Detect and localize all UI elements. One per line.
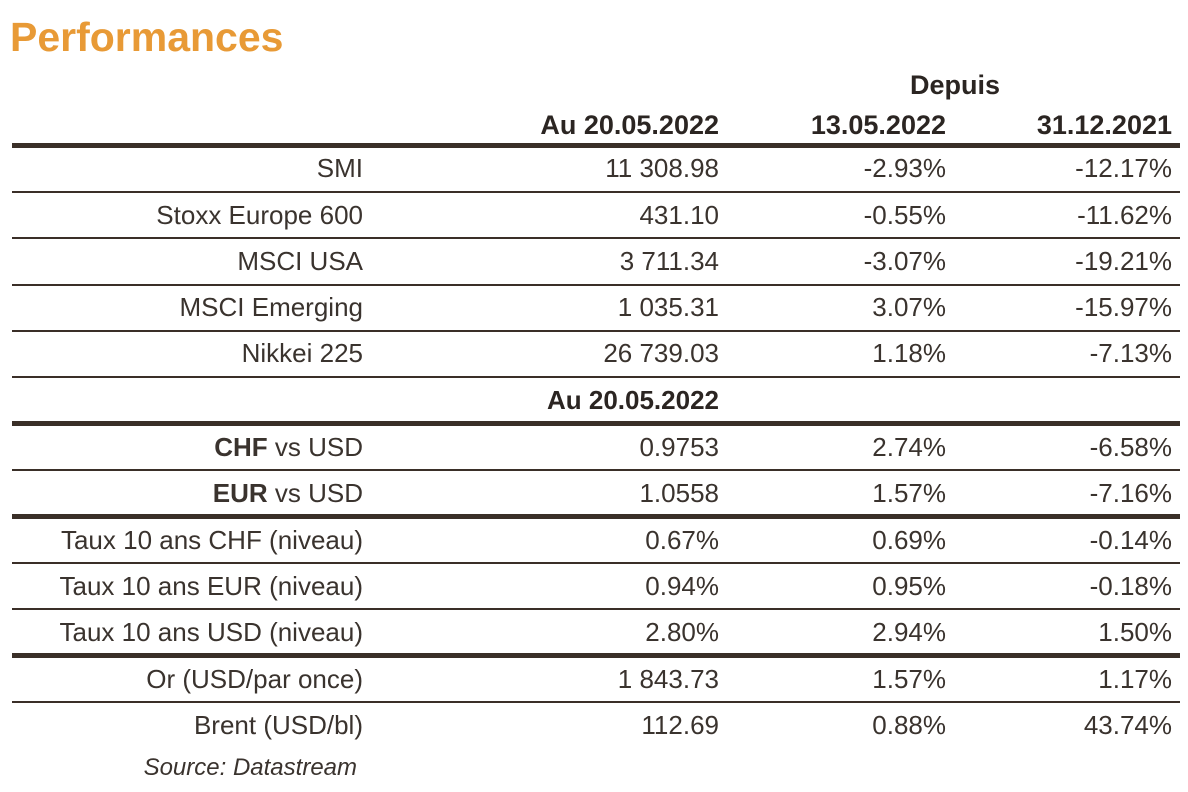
row-week: 0.69%	[872, 525, 946, 555]
row-ytd: 43.74%	[1083, 710, 1172, 740]
row-current: 112.69	[641, 710, 719, 740]
row-label: Taux 10 ans CHF (niveau)	[60, 525, 363, 555]
rule	[12, 701, 1180, 703]
row-ytd: -11.62%	[1077, 200, 1172, 230]
rule	[12, 284, 1180, 286]
rule-section	[12, 514, 1180, 519]
row-ytd: -6.58%	[1089, 432, 1172, 462]
row-week: 1.57%	[872, 664, 946, 694]
rule	[12, 562, 1180, 564]
rule-section	[12, 421, 1180, 426]
row-week: 0.95%	[872, 571, 946, 601]
header-col-ytd: 31.12.2021	[1036, 110, 1172, 140]
row-current: 0.94%	[645, 571, 719, 601]
row-label: Brent (USD/bl)	[193, 710, 363, 740]
rule	[12, 191, 1180, 193]
row-ytd: -7.16%	[1089, 478, 1172, 508]
row-current: 431.10	[639, 200, 719, 230]
header-col-current: Au 20.05.2022	[540, 110, 719, 140]
row-week: 3.07%	[872, 292, 946, 322]
row-current: 11 308.98	[605, 153, 719, 183]
row-label: MSCI USA	[237, 246, 363, 276]
row-week: -3.07%	[863, 246, 946, 276]
rule	[12, 330, 1180, 332]
row-ytd: -0.14%	[1089, 525, 1172, 555]
row-week: 2.94%	[872, 617, 946, 647]
row-current: 1.0558	[639, 478, 719, 508]
row-label: CHF vs USD	[12, 424, 363, 470]
row-label: Nikkei 225	[241, 338, 363, 368]
page-title: Performances	[10, 14, 284, 60]
row-current: 1 843.73	[617, 664, 719, 694]
row-week: 0.88%	[872, 710, 946, 740]
row-label: Or (USD/par once)	[146, 664, 363, 694]
currency-code: EUR	[212, 478, 268, 508]
row-label: EUR vs USD	[12, 470, 363, 516]
row-ytd: -19.21%	[1075, 246, 1172, 276]
row-ytd: -12.17%	[1075, 153, 1172, 183]
currency-code: CHF	[214, 432, 268, 462]
rule	[12, 237, 1180, 239]
row-current: 3 711.34	[619, 246, 719, 276]
row-current: 0.67%	[645, 525, 719, 555]
row-label: Stoxx Europe 600	[156, 200, 363, 230]
row-label: MSCI Emerging	[179, 292, 364, 322]
row-current: 2.80%	[645, 617, 719, 647]
row-label: Taux 10 ans USD (niveau)	[59, 617, 363, 647]
row-week: -2.93%	[863, 153, 946, 183]
row-week: 1.57%	[872, 478, 946, 508]
rule-section	[12, 653, 1180, 658]
rule	[12, 469, 1180, 471]
row-ytd: -0.18%	[1089, 571, 1172, 601]
row-current: 1 035.31	[617, 292, 719, 322]
row-week: -0.55%	[863, 200, 946, 230]
row-ytd: 1.50%	[1098, 617, 1172, 647]
row-label: SMI	[316, 153, 363, 183]
row-current: 0.9753	[639, 432, 719, 462]
header-depuis: Depuis	[909, 70, 1000, 100]
row-ytd: -15.97%	[1075, 292, 1172, 322]
row-ytd: -7.13%	[1089, 338, 1172, 368]
row-label: Taux 10 ans EUR (niveau)	[59, 571, 363, 601]
rule	[12, 608, 1180, 610]
currency-pair-rest: vs USD	[267, 432, 363, 462]
row-week: 2.74%	[872, 432, 946, 462]
source-note: Source: Datastream	[143, 754, 357, 781]
header-col-week: 13.05.2022	[810, 110, 946, 140]
currency-pair-rest: vs USD	[267, 478, 363, 508]
row-ytd: 1.17%	[1098, 664, 1172, 694]
section-subheader: Au 20.05.2022	[546, 385, 719, 415]
rule	[12, 376, 1180, 378]
row-week: 1.18%	[872, 338, 946, 368]
row-current: 26 739.03	[603, 338, 719, 368]
rule-header	[12, 143, 1180, 148]
